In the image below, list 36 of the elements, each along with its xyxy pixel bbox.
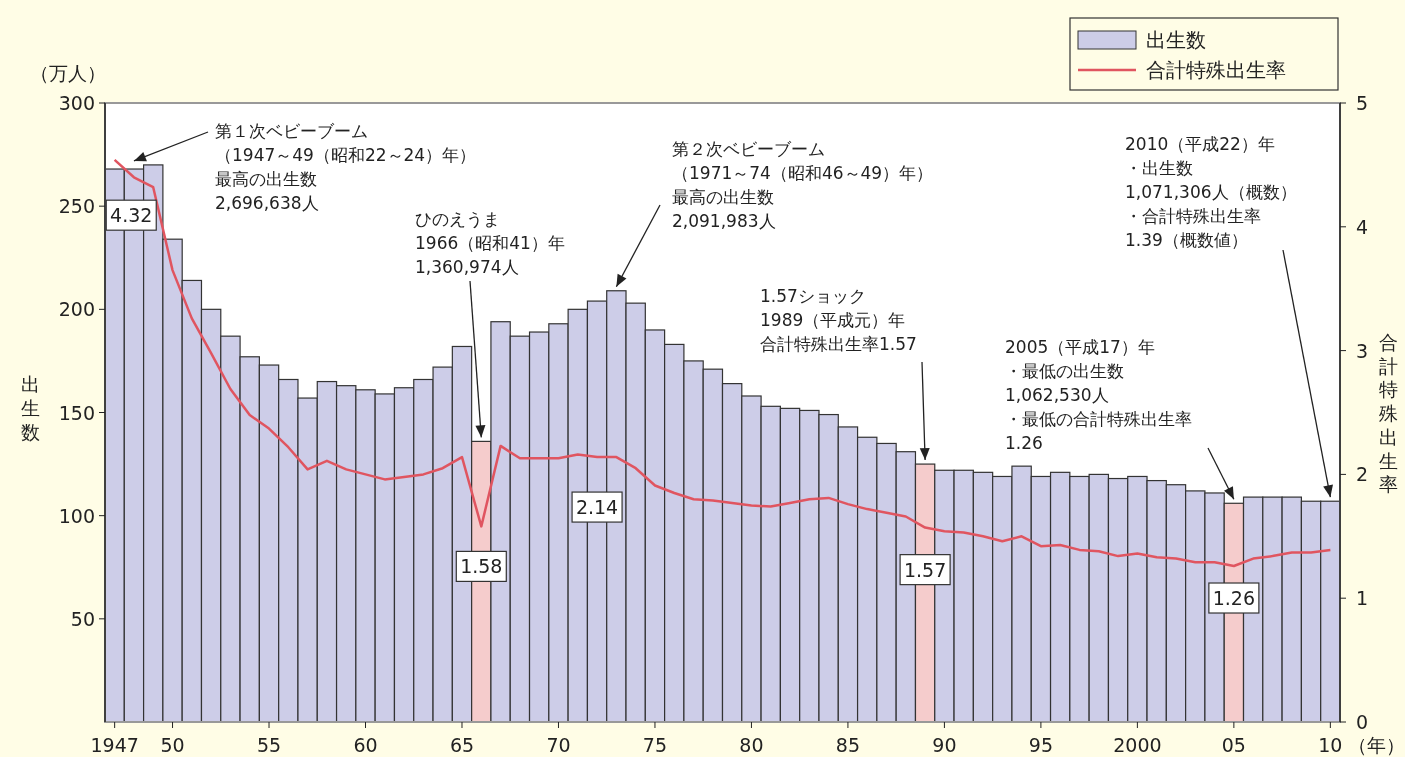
x-tick-label: 05	[1221, 734, 1246, 756]
y-tick-label: 150	[58, 401, 95, 424]
annotation: 2005（平成17）年・最低の出生数1,062,530人・最低の合計特殊出生率1.26	[1005, 337, 1192, 453]
x-tick-label: 50	[160, 734, 185, 756]
y-tick-label: 300	[58, 92, 95, 114]
legend-label: 出生数	[1146, 28, 1206, 52]
annotation: 第２次ベビーブーム（1971～74（昭和46～49）年）最高の出生数2,091,983人	[672, 139, 934, 231]
y2-tick-label: 1	[1356, 587, 1369, 610]
y-tick-label: 100	[58, 504, 95, 527]
y2-tick-label: 5	[1356, 92, 1369, 114]
y2-tick-label: 4	[1356, 215, 1369, 238]
x-tick-label: 75	[642, 734, 668, 756]
x-axis-title: （年）	[1348, 734, 1405, 756]
x-tick-label: 55	[256, 734, 282, 756]
x-tick-label: 90	[932, 734, 957, 756]
y2-tick-label: 2	[1356, 463, 1369, 486]
annotation: 1.57ショック1989（平成元）年合計特殊出生率1.57	[760, 286, 917, 354]
text: （万人）	[30, 62, 106, 84]
y2-tick-label: 0	[1356, 711, 1369, 733]
legend-label: 合計特殊出生率	[1146, 58, 1286, 82]
y-axis-title: 出生数	[20, 373, 40, 443]
x-tick-label: 10	[1318, 734, 1343, 756]
y-tick-label: 50	[70, 607, 95, 630]
y-tick-label: 200	[58, 298, 95, 321]
y2-axis-title: 合計特殊出生率	[1378, 330, 1398, 496]
x-tick-label: 85	[835, 734, 861, 756]
x-tick-label: 95	[1028, 734, 1053, 756]
annotation: 2010（平成22）年・出生数1,071,306人（概数）・合計特殊出生率1.39（概数値）	[1125, 134, 1297, 250]
x-tick-label: 2000	[1113, 734, 1162, 756]
y2-tick-label: 3	[1356, 339, 1369, 362]
y-tick-label: 250	[58, 195, 95, 218]
x-tick-label: 65	[449, 734, 475, 756]
x-tick-label: 60	[353, 734, 378, 756]
x-tick-label: 1947	[90, 734, 139, 756]
x-tick-label: 70	[546, 734, 571, 756]
x-tick-label: 80	[739, 734, 764, 756]
